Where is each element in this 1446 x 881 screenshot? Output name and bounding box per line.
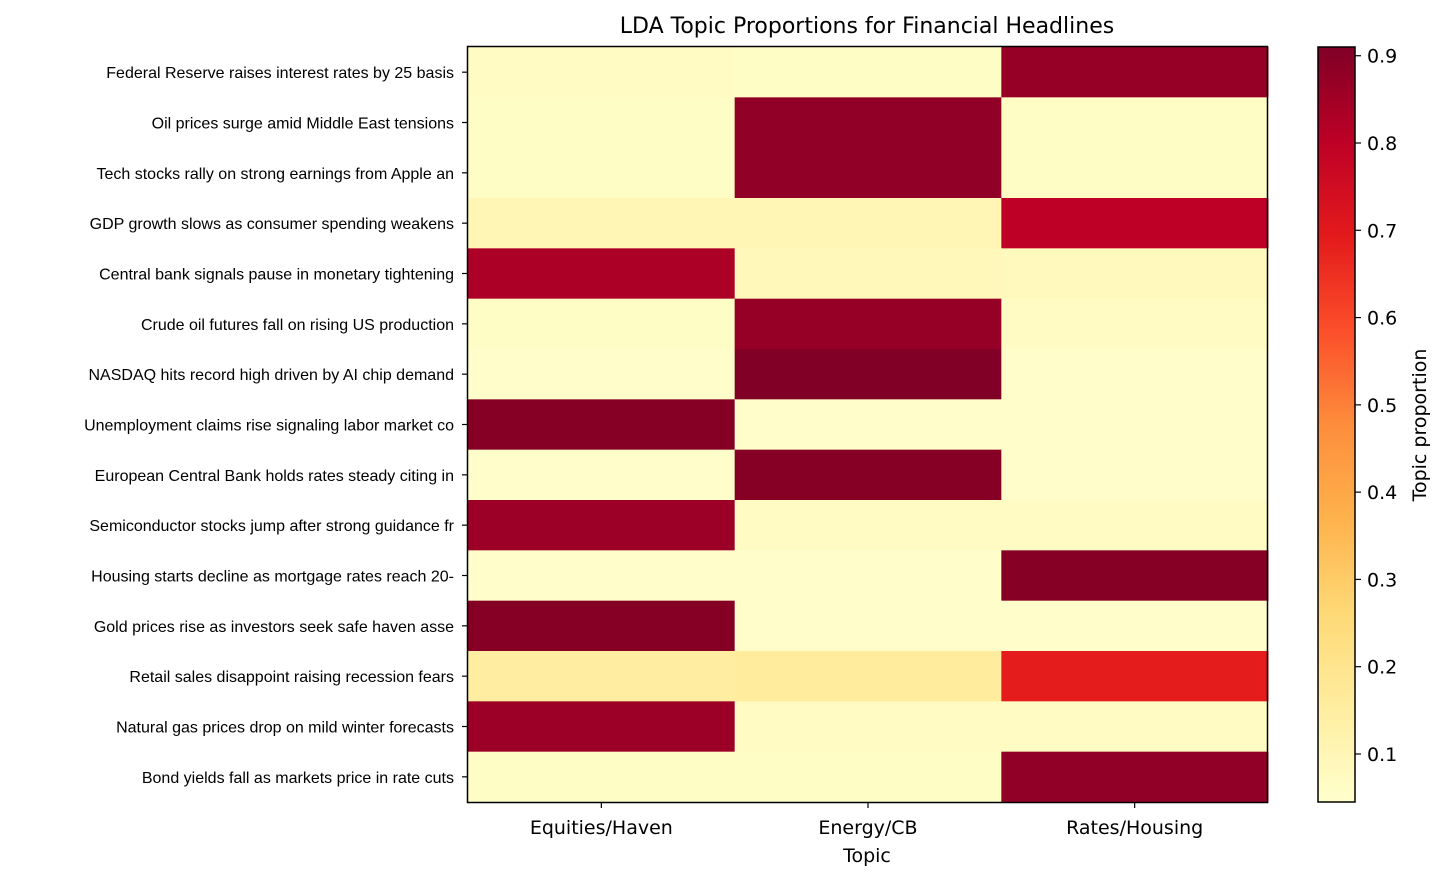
colorbar-tick-label: 0.1 — [1367, 744, 1397, 766]
colorbar-tick-label: 0.8 — [1367, 133, 1397, 155]
heatmap-cell — [468, 399, 736, 451]
heatmap-cell — [734, 349, 1002, 400]
heatmap-cell — [468, 600, 736, 652]
heatmap-cell — [1001, 500, 1269, 551]
y-tick-label: Housing starts decline as mortgage rates… — [91, 569, 454, 586]
colorbar-tick-label: 0.6 — [1367, 308, 1397, 330]
heatmap-cell — [1001, 349, 1269, 400]
heatmap-cell — [734, 550, 1002, 602]
y-tick-label: Federal Reserve raises interest rates by… — [106, 65, 454, 82]
heatmap-cell — [1001, 701, 1269, 753]
y-tick-label: Crude oil futures fall on rising US prod… — [141, 317, 454, 334]
heatmap-cell — [734, 47, 1002, 98]
colorbar — [1317, 46, 1356, 803]
colorbar-tick-label: 0.3 — [1367, 569, 1397, 591]
heatmap-cell — [734, 500, 1002, 551]
heatmap-cell — [1001, 248, 1269, 300]
y-tick-label: Tech stocks rally on strong earnings fro… — [96, 166, 454, 183]
colorbar-tick-label: 0.7 — [1367, 220, 1397, 242]
heatmap-cell — [468, 147, 736, 199]
heatmap-cell — [1001, 97, 1269, 149]
heatmap-cell — [468, 701, 736, 753]
chart-title: LDA Topic Proportions for Financial Head… — [620, 14, 1114, 39]
heatmap-cell — [734, 701, 1002, 753]
heatmap-cell — [468, 651, 736, 702]
heatmap-cell — [734, 751, 1002, 803]
colorbar-tick-label: 0.5 — [1367, 395, 1397, 417]
heatmap-cell — [734, 248, 1002, 300]
y-tick-label: Oil prices surge amid Middle East tensio… — [152, 116, 454, 133]
heatmap-cell — [734, 449, 1002, 501]
heatmap-cell — [734, 147, 1002, 199]
heatmap-cell — [468, 198, 736, 249]
heatmap-cell — [468, 349, 736, 400]
heatmap-cell — [1001, 298, 1269, 350]
x-tick-label: Equities/Haven — [530, 817, 673, 839]
heatmap-cell — [1001, 751, 1269, 803]
y-tick-label: Central bank signals pause in monetary t… — [99, 267, 454, 284]
y-tick-label: Gold prices rise as investors seek safe … — [94, 619, 454, 636]
heatmap-cell — [1001, 449, 1269, 501]
plot-frame — [466, 45, 1269, 804]
heatmap-cell — [1001, 198, 1269, 249]
heatmap-cell — [468, 298, 736, 350]
heatmap-cell — [734, 298, 1002, 350]
x-tick-label: Energy/CB — [818, 817, 917, 839]
heatmap-cell — [1001, 550, 1269, 602]
heatmap-cell — [734, 198, 1002, 249]
heatmap-cell — [734, 651, 1002, 702]
heatmap-cell — [468, 500, 736, 551]
heatmap-cell — [1001, 399, 1269, 451]
y-tick-label: Retail sales disappoint raising recessio… — [129, 669, 454, 686]
heatmap-cells — [468, 47, 1269, 803]
y-axis-tick-labels: Federal Reserve raises interest rates by… — [84, 65, 468, 787]
heatmap-cell — [468, 47, 736, 98]
heatmap-cell — [468, 97, 736, 149]
heatmap-cell — [734, 600, 1002, 652]
y-tick-label: European Central Bank holds rates steady… — [95, 468, 454, 485]
heatmap-cell — [734, 97, 1002, 149]
x-axis-label: Topic — [842, 845, 891, 867]
heatmap-cell — [1001, 47, 1269, 98]
colorbar-tick-label: 0.2 — [1367, 657, 1397, 679]
colorbar-label: Topic proportion — [1409, 349, 1431, 503]
heatmap-cell — [468, 751, 736, 803]
x-tick-label: Rates/Housing — [1066, 817, 1203, 839]
heatmap-cell — [468, 248, 736, 300]
y-tick-label: NASDAQ hits record high driven by AI chi… — [88, 367, 454, 384]
x-axis-tick-labels: Equities/Haven Energy/CB Rates/Housing — [530, 802, 1203, 839]
y-tick-label: Semiconductor stocks jump after strong g… — [89, 518, 454, 535]
y-tick-label: GDP growth slows as consumer spending we… — [90, 216, 454, 233]
y-tick-label: Natural gas prices drop on mild winter f… — [116, 720, 454, 737]
heatmap-cell — [468, 449, 736, 501]
y-tick-label: Unemployment claims rise signaling labor… — [84, 418, 454, 435]
colorbar-tick-label: 0.4 — [1367, 482, 1397, 504]
colorbar-tick-label: 0.9 — [1367, 46, 1397, 68]
y-tick-label: Bond yields fall as markets price in rat… — [142, 770, 454, 787]
heatmap-cell — [1001, 147, 1269, 199]
heatmap-cell — [468, 550, 736, 602]
heatmap-cell — [734, 399, 1002, 451]
heatmap-cell — [1001, 600, 1269, 652]
heatmap-cell — [1001, 651, 1269, 702]
colorbar-tick-labels: 0.1 0.2 0.3 0.4 0.5 0.6 0.7 0.8 0.9 — [1355, 46, 1397, 766]
